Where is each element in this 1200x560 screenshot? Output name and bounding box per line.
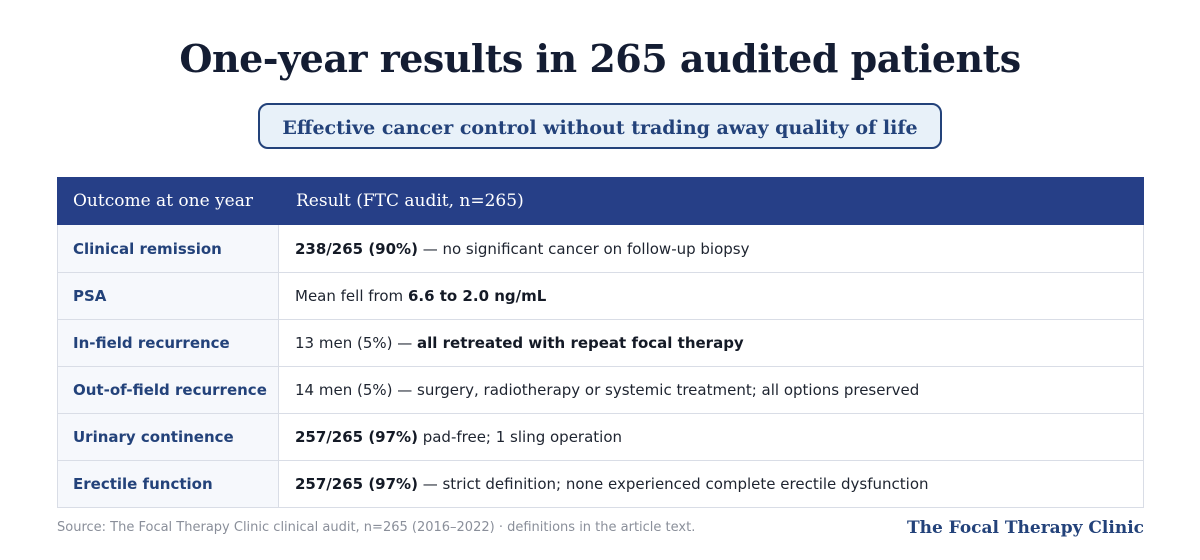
source-note: Source: The Focal Therapy Clinic clinica… [57,520,696,535]
brand-name: The Focal Therapy Clinic [906,518,1144,538]
result-cell: 14 men (5%) — surgery, radiotherapy or s… [279,367,919,413]
outcome-cell: Out-of-field recurrence [58,367,279,413]
outcome-cell: Clinical remission [58,225,279,272]
result-text: Mean fell from [295,287,408,305]
result-text: pad-free; 1 sling operation [417,428,623,446]
table-body: Clinical remission 238/265 (90%) — no si… [58,225,1143,507]
subtitle-container: Effective cancer control without trading… [0,103,1200,149]
table-row: Erectile function 257/265 (97%) — strict… [58,460,1143,507]
header-result: Result (FTC audit, n=265) [296,191,524,211]
result-cell: 257/265 (97%) — strict definition; none … [279,461,929,507]
page-title: One-year results in 265 audited patients [179,36,1021,81]
table-row: Urinary continence 257/265 (97%) pad-fre… [58,413,1143,460]
outcome-cell: PSA [58,273,279,319]
outcome-cell: Erectile function [58,461,279,507]
outcome-cell: Urinary continence [58,414,279,460]
outcome-cell: In-field recurrence [58,320,279,366]
result-bold-tail: 6.6 to 2.0 ng/mL [407,287,547,305]
result-bold-lead: 238/265 (90%) [295,239,418,258]
result-text: 14 men (5%) — surgery, radiotherapy or s… [295,381,920,399]
result-cell: 13 men (5%) — all retreated with repeat … [279,320,744,366]
result-cell: Mean fell from 6.6 to 2.0 ng/mL [279,273,546,319]
result-cell: 238/265 (90%) — no significant cancer on… [279,225,749,272]
result-bold-lead: 257/265 (97%) [295,428,418,446]
table-header: Outcome at one year Result (FTC audit, n… [57,177,1144,225]
result-text: — strict definition; none experienced co… [417,475,929,493]
result-bold-lead: 257/265 (97%) [295,475,418,493]
table-row: PSA Mean fell from 6.6 to 2.0 ng/mL [58,272,1143,319]
result-text: — no significant cancer on follow-up bio… [417,239,750,258]
header-outcome: Outcome at one year [73,191,254,211]
result-cell: 257/265 (97%) pad-free; 1 sling operatio… [279,414,622,460]
subtitle-badge: Effective cancer control without trading… [258,103,942,149]
table-row: In-field recurrence 13 men (5%) — all re… [58,319,1143,366]
table-row: Out-of-field recurrence 14 men (5%) — su… [58,366,1143,413]
table-row: Clinical remission 238/265 (90%) — no si… [58,225,1143,272]
result-bold-tail: all retreated with repeat focal therapy [417,334,744,352]
result-text: 13 men (5%) — [295,334,418,352]
results-table: Outcome at one year Result (FTC audit, n… [57,177,1144,508]
